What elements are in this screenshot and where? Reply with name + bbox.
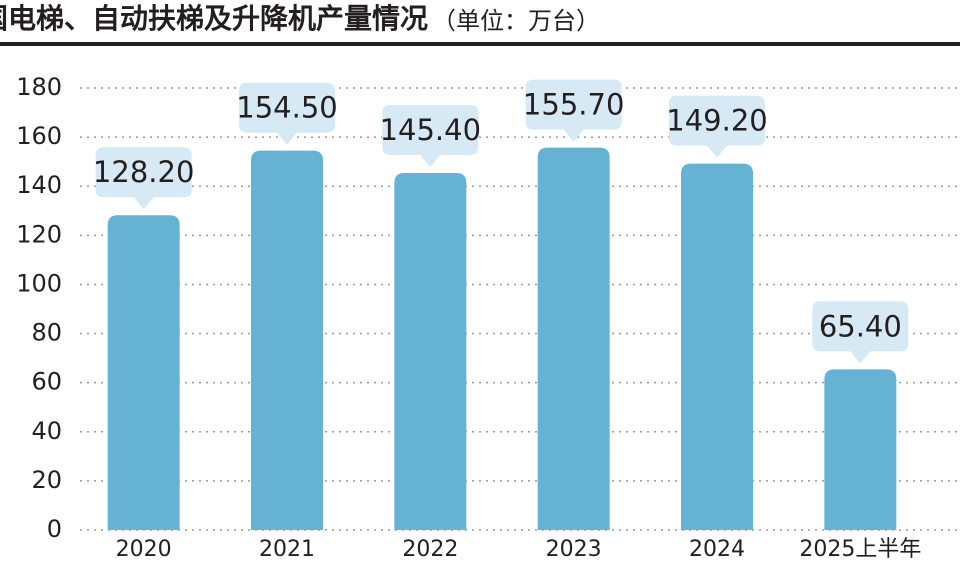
y-tick-label: 20 <box>31 466 62 494</box>
callout <box>669 95 765 158</box>
value-label: 149.20 <box>666 104 767 138</box>
value-label: 154.50 <box>236 91 337 125</box>
callout <box>239 82 335 145</box>
x-tick-label: 2020 <box>116 537 172 562</box>
value-label: 128.20 <box>93 155 194 189</box>
x-tick-label: 2022 <box>402 537 458 562</box>
value-label: 145.40 <box>380 113 481 147</box>
callout <box>525 79 622 142</box>
y-tick-label: 60 <box>31 368 62 396</box>
x-tick-label: 2023 <box>546 537 602 562</box>
y-tick-label: 0 <box>47 515 62 543</box>
chart-title: 中国电梯、自动扶梯及升降机产量情况 <box>0 2 428 35</box>
bar <box>107 215 180 530</box>
y-tick-label: 80 <box>31 319 62 347</box>
bar <box>681 163 753 530</box>
bar <box>251 150 323 530</box>
x-tick-label: 2025上半年 <box>799 537 921 562</box>
callout <box>382 104 479 167</box>
y-tick-label: 160 <box>16 122 62 150</box>
y-tick-label: 180 <box>16 73 62 101</box>
bar <box>537 147 610 531</box>
bar <box>394 172 467 530</box>
callout <box>812 301 909 364</box>
y-tick-label: 120 <box>16 220 62 248</box>
y-tick-label: 140 <box>16 171 62 199</box>
bar <box>824 369 897 530</box>
callout <box>95 147 192 210</box>
y-tick-label: 100 <box>16 269 62 297</box>
value-label: 65.40 <box>819 309 902 343</box>
x-tick-label: 2021 <box>259 537 315 562</box>
y-tick-label: 40 <box>31 417 62 445</box>
x-tick-label: 2024 <box>689 537 745 562</box>
value-label: 155.70 <box>523 88 624 122</box>
chart-subtitle: （单位：万台） <box>432 7 600 35</box>
